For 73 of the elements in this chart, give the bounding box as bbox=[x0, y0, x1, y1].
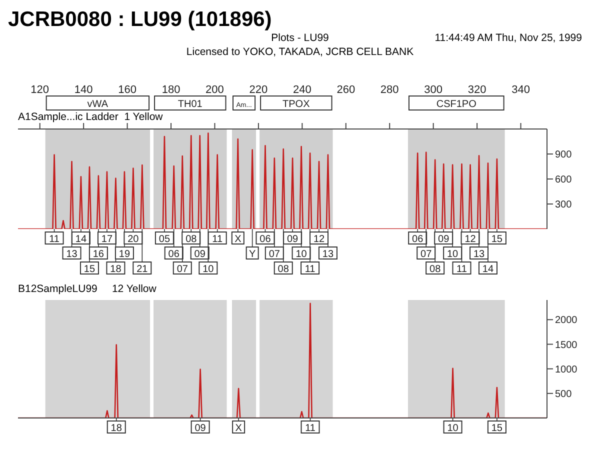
y-tick-label: 1500 bbox=[555, 340, 578, 351]
annotation: 06 bbox=[168, 249, 180, 260]
band-label: CSF1PO bbox=[436, 99, 477, 110]
annotation: 09 bbox=[438, 234, 450, 245]
annotation: 13 bbox=[322, 249, 334, 260]
annotation: 13 bbox=[66, 249, 78, 260]
y-tick-label: 2000 bbox=[555, 315, 578, 326]
x-tick-label: 320 bbox=[468, 84, 486, 96]
text: 11:44:49 AM Thu, Nov 25, 1999 bbox=[434, 32, 582, 44]
y-tick-label: 900 bbox=[555, 150, 572, 161]
band-label: TH01 bbox=[178, 99, 203, 110]
annotation: 06 bbox=[260, 234, 272, 245]
text: Plots - LU99 bbox=[271, 32, 329, 44]
y-tick-label: 1000 bbox=[555, 364, 578, 376]
y-tick-label: 300 bbox=[555, 200, 572, 211]
annotation: 09 bbox=[194, 423, 206, 434]
annotation: 16 bbox=[92, 249, 104, 260]
x-tick-label: 300 bbox=[424, 84, 443, 96]
x-tick-label: 180 bbox=[162, 84, 180, 96]
x-tick-label: 120 bbox=[30, 84, 50, 96]
annotation: 08 bbox=[186, 234, 198, 245]
text: Licensed to YOKO, TAKADA, JCRB CELL BANK bbox=[185, 46, 415, 58]
band-label: TPOX bbox=[282, 99, 310, 110]
annotation: 12 bbox=[464, 234, 476, 245]
x-tick-label: 280 bbox=[380, 84, 399, 96]
x-tick-label: 160 bbox=[118, 84, 136, 96]
annotation: 14 bbox=[482, 264, 494, 275]
annotation: 08 bbox=[278, 264, 290, 275]
annotation: 11 bbox=[456, 264, 468, 275]
chart-subtitle: B12SampleLU99 12 Yellow bbox=[18, 283, 156, 295]
annotation: 20 bbox=[128, 234, 140, 245]
annotation: 07 bbox=[268, 249, 280, 260]
annotation: 15 bbox=[491, 234, 503, 245]
annotation: 10 bbox=[202, 264, 214, 275]
annotation: 21 bbox=[136, 264, 148, 275]
annotation: 11 bbox=[304, 264, 316, 275]
annotation: 07 bbox=[176, 264, 188, 275]
chart-subtitle: A1Sample...ic Ladder 1 Yellow bbox=[18, 111, 163, 123]
x-tick-label: 200 bbox=[206, 84, 224, 96]
x-tick-label: 220 bbox=[249, 84, 268, 96]
annotation: 10 bbox=[447, 249, 459, 260]
annotation: 08 bbox=[430, 264, 442, 275]
x-tick-label: 260 bbox=[336, 84, 356, 96]
annotation: 07 bbox=[420, 249, 432, 260]
x-tick-label: 240 bbox=[292, 84, 312, 96]
y-tick-label: 600 bbox=[555, 174, 572, 186]
annotation: 11 bbox=[305, 423, 316, 434]
annotation: 13 bbox=[473, 249, 486, 260]
annotation: 09 bbox=[194, 249, 206, 260]
annotation: 15 bbox=[84, 264, 96, 275]
annotation: 10 bbox=[447, 423, 459, 434]
band-label: vWA bbox=[87, 99, 108, 110]
annotation: 10 bbox=[296, 249, 308, 260]
annotation: 18 bbox=[110, 264, 122, 275]
annotation: 15 bbox=[491, 423, 503, 434]
annotation: 19 bbox=[118, 249, 130, 260]
annotation: 11 bbox=[49, 234, 60, 245]
annotation: 05 bbox=[158, 234, 170, 245]
chart-title: JCRB0080 : LU99 (101896) bbox=[8, 8, 273, 32]
annotation: 17 bbox=[101, 234, 113, 245]
annotation: 09 bbox=[286, 234, 299, 245]
annotation: 11 bbox=[212, 234, 223, 245]
line-series bbox=[18, 132, 547, 229]
annotation: 18 bbox=[110, 423, 122, 434]
annotation: 06 bbox=[412, 234, 424, 245]
annotation: X bbox=[234, 234, 242, 245]
annotation: X bbox=[235, 423, 242, 434]
y-tick-label: 500 bbox=[555, 388, 572, 400]
x-tick-label: 140 bbox=[74, 84, 93, 96]
annotation: 14 bbox=[75, 234, 87, 245]
annotation: 12 bbox=[313, 234, 326, 245]
annotation: Y bbox=[249, 249, 256, 260]
x-tick-label: 340 bbox=[512, 84, 530, 96]
